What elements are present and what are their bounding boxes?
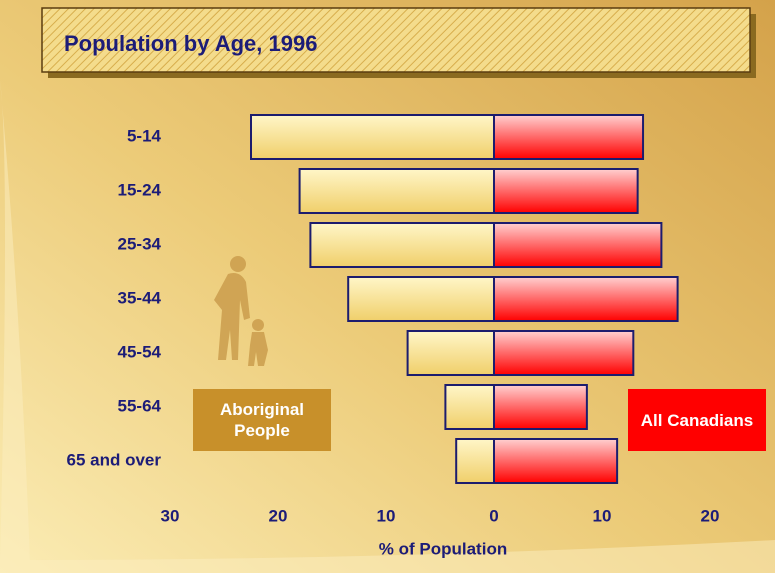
bar xyxy=(493,330,635,376)
bar xyxy=(493,168,639,214)
x-axis-title: % of Population xyxy=(379,539,507,558)
bar xyxy=(347,276,496,322)
legend-entry: Aboriginal People xyxy=(193,389,331,451)
y-tick-label: 65 and over xyxy=(67,450,162,469)
bar xyxy=(444,384,495,430)
x-tick-label: 0 xyxy=(489,506,498,525)
y-tick-label: 15-24 xyxy=(118,180,162,199)
bar xyxy=(406,330,496,376)
bar xyxy=(309,222,495,268)
x-tick-label: 20 xyxy=(701,506,720,525)
x-tick-label: 30 xyxy=(161,506,180,525)
bar xyxy=(493,276,679,322)
bar xyxy=(493,438,619,484)
y-tick-label: 45-54 xyxy=(118,342,162,361)
bar xyxy=(298,168,495,214)
bar xyxy=(493,114,645,160)
y-tick-label: 55-64 xyxy=(118,396,162,415)
silhouette xyxy=(214,256,268,366)
y-tick-label: 35-44 xyxy=(118,288,162,307)
bar xyxy=(493,222,663,268)
chart-title: Population by Age, 1996 xyxy=(64,31,317,56)
title-box xyxy=(41,7,751,73)
bar xyxy=(493,384,588,430)
bar xyxy=(455,438,496,484)
x-tick-label: 20 xyxy=(269,506,288,525)
x-tick-label: 10 xyxy=(593,506,612,525)
x-tick-label: 10 xyxy=(377,506,396,525)
y-tick-label: 5-14 xyxy=(127,126,162,145)
bar xyxy=(250,114,495,160)
legend-entry: All Canadians xyxy=(628,389,766,451)
y-tick-label: 25-34 xyxy=(118,234,162,253)
